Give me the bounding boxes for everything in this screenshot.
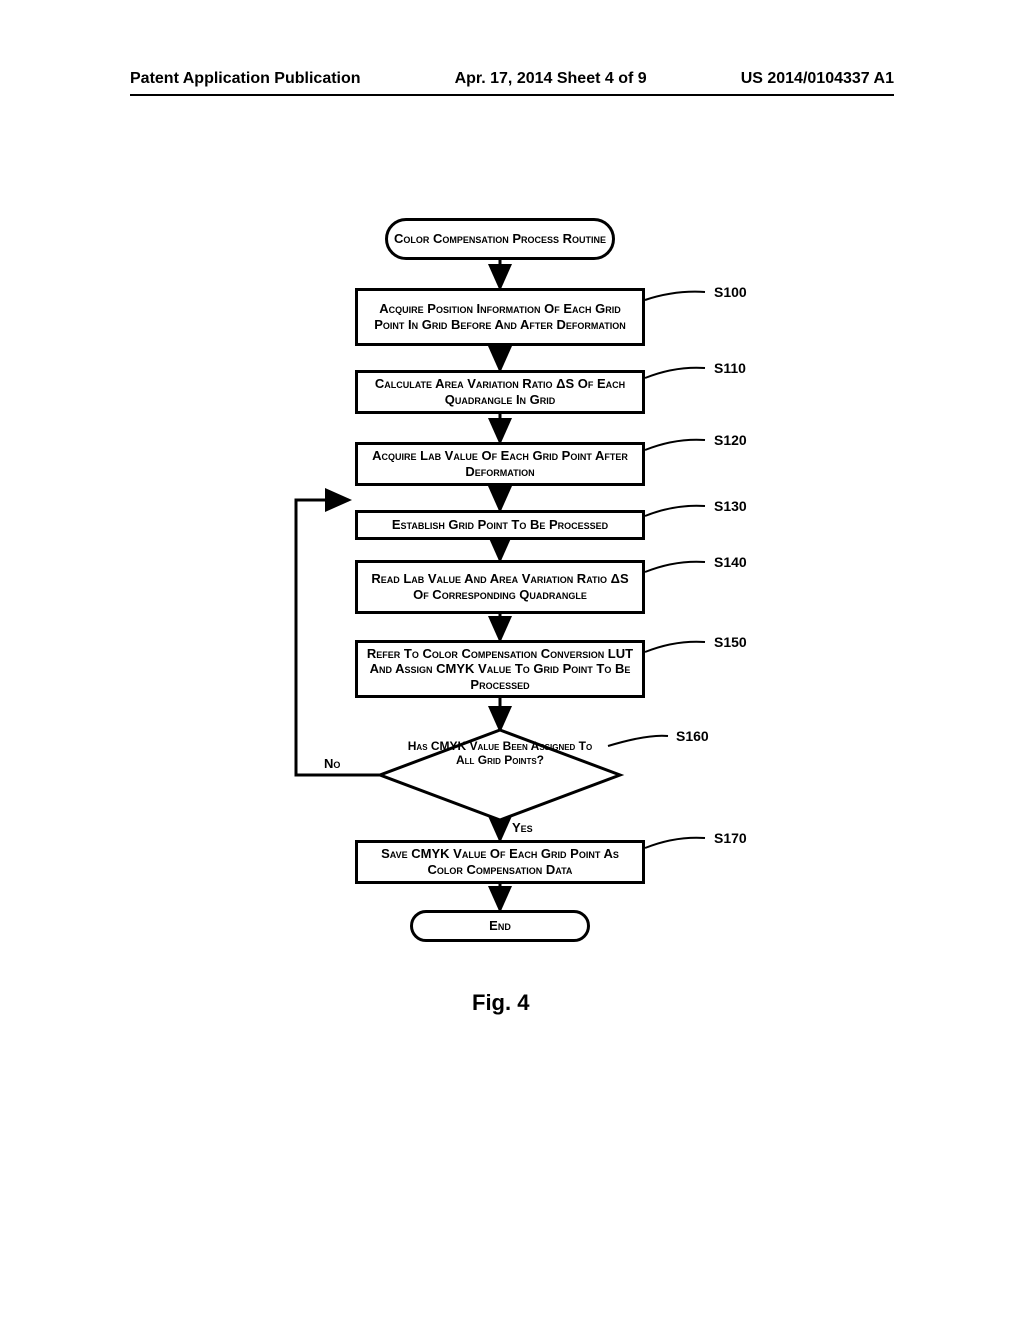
step-s140: Read Lab Value And Area Variation Ratio …	[355, 560, 645, 614]
step-s130-text: Establish Grid Point To Be Processed	[392, 517, 608, 533]
end-terminator: End	[410, 910, 590, 942]
edge-no: No	[324, 756, 340, 771]
step-s120: Acquire Lab Value Of Each Grid Point Aft…	[355, 442, 645, 486]
step-s140-text: Read Lab Value And Area Variation Ratio …	[364, 571, 636, 602]
step-s170-text: Save CMYK Value Of Each Grid Point As Co…	[364, 846, 636, 877]
step-s100: Acquire Position Information Of Each Gri…	[355, 288, 645, 346]
step-s150: Refer To Color Compensation Conversion L…	[355, 640, 645, 698]
label-s100: S100	[714, 284, 747, 300]
start-label: Color Compensation Process Routine	[394, 231, 606, 247]
step-s100-text: Acquire Position Information Of Each Gri…	[364, 301, 636, 332]
step-s110: Calculate Area Variation Ratio ΔS Of Eac…	[355, 370, 645, 414]
label-s130: S130	[714, 498, 747, 514]
label-s120: S120	[714, 432, 747, 448]
decision-s160-text: Has CMYK Value Been Assigned To All Grid…	[408, 739, 592, 767]
step-s120-text: Acquire Lab Value Of Each Grid Point Aft…	[364, 448, 636, 479]
label-s150: S150	[714, 634, 747, 650]
label-s110: S110	[714, 360, 746, 376]
start-terminator: Color Compensation Process Routine	[385, 218, 615, 260]
label-s160: S160	[676, 728, 709, 744]
end-label: End	[489, 918, 511, 934]
decision-s160: Has CMYK Value Been Assigned To All Grid…	[400, 740, 600, 768]
figure-caption: Fig. 4	[472, 990, 529, 1016]
step-s110-text: Calculate Area Variation Ratio ΔS Of Eac…	[364, 376, 636, 407]
step-s170: Save CMYK Value Of Each Grid Point As Co…	[355, 840, 645, 884]
edge-yes: Yes	[512, 820, 533, 835]
label-s170: S170	[714, 830, 747, 846]
step-s130: Establish Grid Point To Be Processed	[355, 510, 645, 540]
step-s150-text: Refer To Color Compensation Conversion L…	[364, 646, 636, 693]
label-s140: S140	[714, 554, 747, 570]
